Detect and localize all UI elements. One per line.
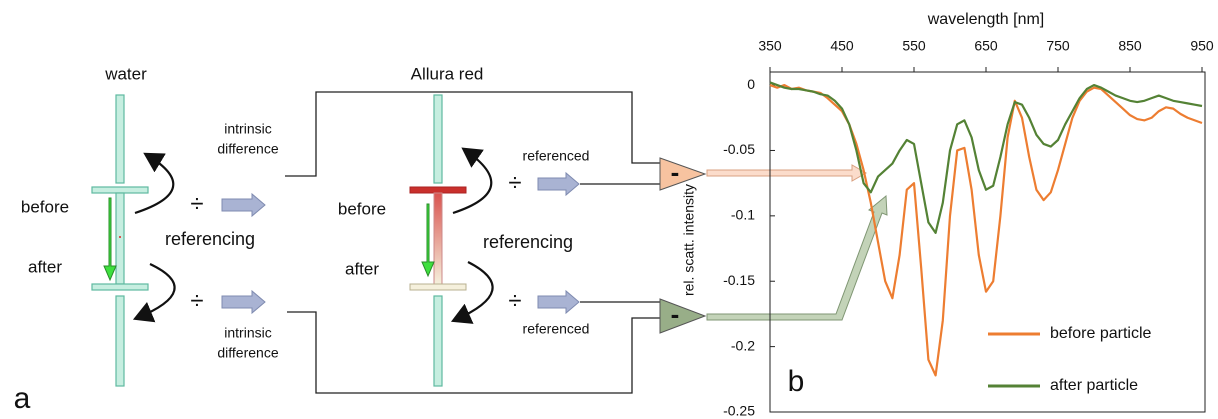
block-arrow [537, 289, 580, 315]
y-tick-label: 0 [747, 76, 755, 92]
label: after [28, 257, 62, 276]
y-tick-label: -0.15 [723, 272, 755, 288]
wire [287, 311, 660, 394]
title: Allura red [411, 64, 484, 83]
divide: ÷ [508, 287, 521, 314]
curved-arrow [450, 261, 494, 324]
legend-label: before particle [1050, 325, 1151, 342]
x-tick-label: 350 [758, 38, 782, 54]
y-tick-label: -0.25 [723, 403, 755, 419]
green-arrow [103, 197, 117, 282]
channel [433, 94, 443, 184]
diagram: - - water Allura red before after before… [14, 64, 888, 415]
channel [115, 295, 125, 387]
label: before [338, 199, 386, 218]
curved-arrow [134, 152, 175, 215]
block-arrow [221, 192, 266, 218]
subtract-node [659, 298, 707, 334]
plate [91, 283, 149, 291]
label: before [21, 197, 69, 216]
label: intrinsic [224, 121, 271, 137]
x-tick-label: 550 [902, 38, 926, 54]
channel [433, 192, 443, 285]
x-tick-label: 650 [974, 38, 998, 54]
legend-label: after particle [1050, 377, 1138, 394]
plot-frame [769, 71, 1206, 413]
x-tick-label: 950 [1190, 38, 1214, 54]
label: intrinsic [224, 325, 271, 341]
plate [91, 186, 149, 194]
block-arrow [221, 289, 266, 315]
connector-arrow [706, 164, 868, 182]
chart: 350 450 550 650 750 850 950 0 -0.05 -0.1 -0.15 -0.2… [681, 11, 1214, 418]
label: difference [217, 345, 278, 361]
minus: - [671, 299, 680, 329]
label: referenced [523, 321, 590, 337]
channel [115, 94, 125, 184]
green-arrow [421, 203, 435, 278]
channel [433, 295, 443, 387]
label: referencing [483, 232, 573, 252]
y-tick-label: -0.1 [731, 207, 755, 223]
title: water [104, 64, 147, 83]
curved-arrow [132, 263, 176, 323]
panel-label: b [788, 365, 805, 398]
panel-label: a [14, 382, 31, 415]
y-tick-label: -0.05 [723, 141, 755, 157]
line-series [769, 81, 1203, 234]
channel [115, 192, 125, 285]
x-axis-title: wavelength [nm] [927, 11, 1045, 28]
connector-arrow [706, 194, 888, 321]
x-tick-label: 450 [830, 38, 854, 54]
subtract-node [659, 157, 707, 191]
block-arrow [537, 171, 580, 197]
divide: ÷ [190, 190, 203, 217]
label: referenced [523, 148, 590, 164]
y-axis-title: rel. scatt. intensity [681, 184, 697, 296]
divide: ÷ [508, 169, 521, 196]
wire [285, 91, 660, 177]
label: referencing [165, 229, 255, 249]
divide: ÷ [190, 287, 203, 314]
plate [409, 186, 467, 194]
label: difference [217, 141, 278, 157]
x-tick-label: 850 [1118, 38, 1142, 54]
label: after [345, 259, 379, 278]
plate [409, 283, 467, 291]
minus: - [671, 157, 680, 187]
y-tick-label: -0.2 [731, 337, 755, 353]
curved-arrow [452, 147, 493, 215]
x-tick-label: 750 [1046, 38, 1070, 54]
